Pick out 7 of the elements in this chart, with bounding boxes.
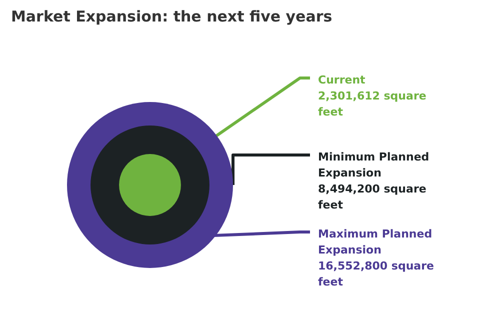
text: Market Expansion: the next five years xyxy=(11,8,332,26)
category-label: Current xyxy=(318,74,366,86)
category-label: Maximum Planned Expansion xyxy=(318,228,436,256)
data-label: 2,301,612 square feet xyxy=(318,90,430,118)
data-label: 16,552,800 square feet xyxy=(318,260,438,288)
category-label: Minimum Planned Expansion xyxy=(318,150,433,180)
data-label: 8,494,200 square feet xyxy=(318,182,430,212)
